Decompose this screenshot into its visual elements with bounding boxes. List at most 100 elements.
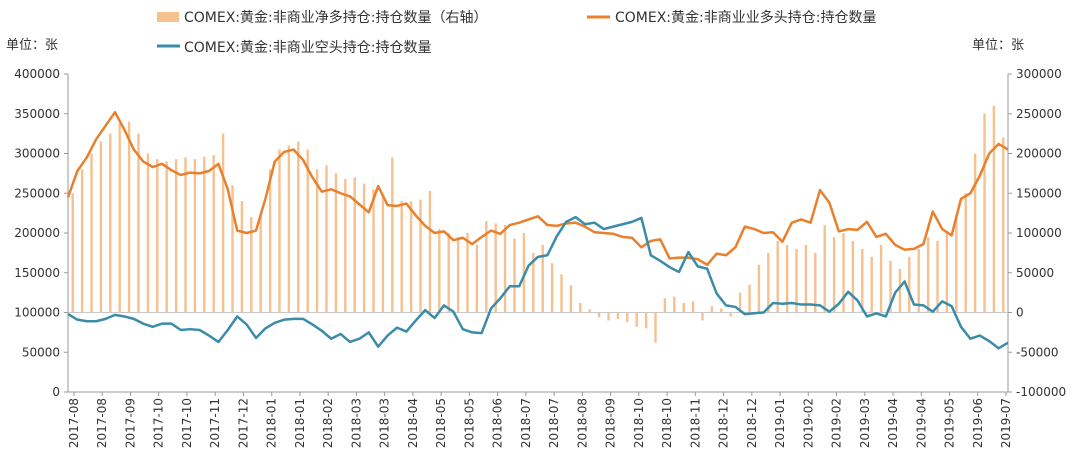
x-tick-label: 2018-12 xyxy=(745,398,759,448)
net-long-bar xyxy=(127,121,131,313)
legend: COMEX:黄金:非商业净多持仓:持仓数量（右轴） COMEX:黄金:非商业业多… xyxy=(157,9,876,56)
series-lines xyxy=(66,110,1009,350)
x-tick-label: 2018-04 xyxy=(406,398,420,448)
net-long-bar xyxy=(268,169,272,313)
net-long-bar xyxy=(80,169,84,313)
net-long-bar xyxy=(569,285,573,313)
y-right-tick-label: -50000 xyxy=(1016,345,1059,359)
net-long-bar xyxy=(748,284,751,313)
net-long-bar xyxy=(221,133,225,313)
net-long-bar xyxy=(992,105,996,313)
x-tick-label: 2019-02 xyxy=(801,398,815,448)
net-long-bar xyxy=(720,308,723,313)
net-long-bar xyxy=(1002,137,1005,313)
net-long-bar xyxy=(983,113,986,313)
net-long-bar xyxy=(710,306,714,313)
x-tick-label: 2017-09 xyxy=(123,398,137,448)
x-tick-label: 2019-01 xyxy=(773,398,787,448)
net-long-bar xyxy=(259,213,262,313)
net-long-bar xyxy=(936,240,939,313)
x-tick-label: 2018-07 xyxy=(519,398,533,448)
net-long-bar xyxy=(475,244,479,313)
net-long-bar xyxy=(785,244,789,313)
net-long-bar xyxy=(964,193,967,313)
net-long-bar xyxy=(494,223,497,313)
net-long-bar xyxy=(278,149,281,313)
legend-label-short: COMEX:黄金:非商业空头持仓:持仓数量 xyxy=(184,39,431,56)
net-long-bar xyxy=(532,252,535,313)
net-long-bar xyxy=(240,201,244,313)
legend-swatch-net-long xyxy=(157,12,179,22)
net-long-bar xyxy=(513,238,516,313)
net-long-bar xyxy=(767,252,770,313)
net-long-bar xyxy=(644,312,648,329)
x-tick-label: 2019-04 xyxy=(886,398,900,448)
x-tick-label: 2018-09 xyxy=(604,398,618,448)
net-long-bar xyxy=(729,312,732,317)
net-long-bar xyxy=(90,153,93,313)
y-right-tick-label: 0 xyxy=(1016,306,1024,320)
y-left-tick-label: 100000 xyxy=(14,306,60,320)
net-long-bar xyxy=(522,233,526,313)
y-left-tick-label: 200000 xyxy=(14,226,60,240)
y-right-tick-label: 250000 xyxy=(1016,107,1062,121)
legend-label-long: COMEX:黄金:非商业业多头持仓:持仓数量 xyxy=(615,9,876,26)
net-long-bar xyxy=(579,302,582,313)
y-right-tick-label: 150000 xyxy=(1016,186,1062,200)
net-long-bar xyxy=(503,225,507,313)
x-tick-label: 2018-03 xyxy=(378,398,392,448)
net-long-bar xyxy=(391,157,394,313)
net-long-bar xyxy=(146,153,150,313)
net-long-bar xyxy=(626,312,629,323)
long-position-line xyxy=(66,110,1009,267)
net-long-bar xyxy=(908,256,911,313)
x-tick-label: 2017-10 xyxy=(180,398,194,448)
y-axis-right-ticks: -100000 -50000 0 50000 100000 150000 200000 250… xyxy=(1008,67,1066,399)
x-tick-label: 2018-05 xyxy=(462,398,476,448)
x-tick-label: 2019-02 xyxy=(830,398,844,448)
net-long-bar xyxy=(447,233,450,313)
net-long-bar xyxy=(203,156,206,313)
x-tick-label: 2017-08 xyxy=(95,398,109,448)
net-long-bar xyxy=(654,312,657,343)
net-long-bar xyxy=(588,309,591,313)
net-long-bar xyxy=(165,161,168,313)
legend-label-net-long: COMEX:黄金:非商业净多持仓:持仓数量（右轴） xyxy=(184,9,487,26)
y-left-tick-label: 150000 xyxy=(14,266,60,280)
net-long-bar xyxy=(851,240,855,313)
x-tick-label: 2018-01 xyxy=(293,398,307,448)
net-long-bar xyxy=(597,312,601,318)
y-right-tick-label: 300000 xyxy=(1016,67,1062,81)
net-long-bar xyxy=(184,157,187,313)
net-long-bar xyxy=(485,221,488,313)
net-long-bar xyxy=(945,233,949,313)
x-tick-label: 2018-06 xyxy=(491,398,505,448)
net-long-bar xyxy=(663,298,667,313)
net-long-bar xyxy=(842,233,845,313)
net-long-bar xyxy=(466,233,469,313)
net-long-bar xyxy=(156,159,159,313)
net-long-bar xyxy=(362,183,366,313)
net-long-bar xyxy=(372,189,375,313)
x-tick-label: 2018-03 xyxy=(349,398,363,448)
net-long-bar xyxy=(231,185,234,313)
x-tick-label: 2018-01 xyxy=(265,398,279,448)
net-long-bar xyxy=(832,236,836,313)
x-tick-label: 2017-08 xyxy=(67,398,81,448)
net-long-bar xyxy=(381,197,385,313)
y-axis-left-ticks: 0 50000 100000 150000 200000 250000 300000 3500… xyxy=(14,67,68,399)
net-long-bar xyxy=(438,229,441,313)
net-long-bar xyxy=(814,252,817,313)
net-long-bar xyxy=(738,292,742,313)
net-long-bar xyxy=(212,155,215,313)
y-left-tick-label: 400000 xyxy=(14,67,60,81)
net-long-bar xyxy=(691,301,695,313)
x-tick-label: 2017-11 xyxy=(208,398,222,448)
net-long-bar xyxy=(400,201,403,313)
net-long-bar xyxy=(456,236,460,313)
net-long-bar xyxy=(973,153,977,313)
net-long-bar xyxy=(616,312,620,319)
x-tick-label: 2019-07 xyxy=(999,398,1013,448)
net-long-bar xyxy=(428,190,432,313)
net-long-bar xyxy=(776,240,779,313)
